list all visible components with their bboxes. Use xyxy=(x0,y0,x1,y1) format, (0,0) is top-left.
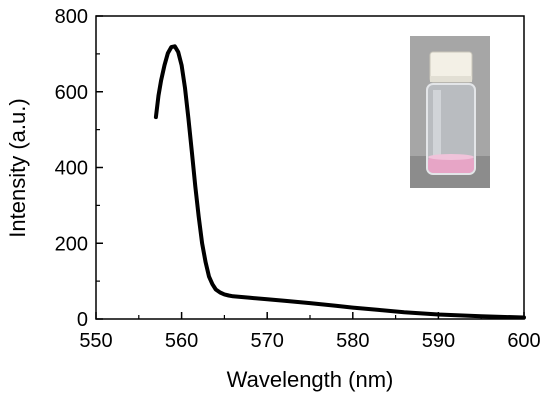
y-tick-label: 200 xyxy=(55,233,88,255)
x-tick-label: 550 xyxy=(79,330,112,352)
y-tick-label: 0 xyxy=(77,309,88,331)
x-axis-ticks: 550 560 570 580 590 600 xyxy=(79,312,541,352)
vial-photo-icon xyxy=(410,36,490,188)
spectrum-line xyxy=(153,44,526,320)
y-axis-ticks: 0 200 400 600 800 xyxy=(55,6,103,331)
x-axis-title: Wavelength (nm) xyxy=(227,367,394,392)
x-tick-label: 570 xyxy=(251,330,284,352)
y-tick-label: 800 xyxy=(55,6,88,28)
x-tick-label: 590 xyxy=(422,330,455,352)
y-tick-label: 600 xyxy=(55,82,88,104)
x-tick-label: 560 xyxy=(165,330,198,352)
y-axis-title: Intensity (a.u.) xyxy=(5,98,30,237)
x-tick-label: 580 xyxy=(336,330,369,352)
x-tick-label: 600 xyxy=(507,330,540,352)
y-tick-label: 400 xyxy=(55,158,88,180)
